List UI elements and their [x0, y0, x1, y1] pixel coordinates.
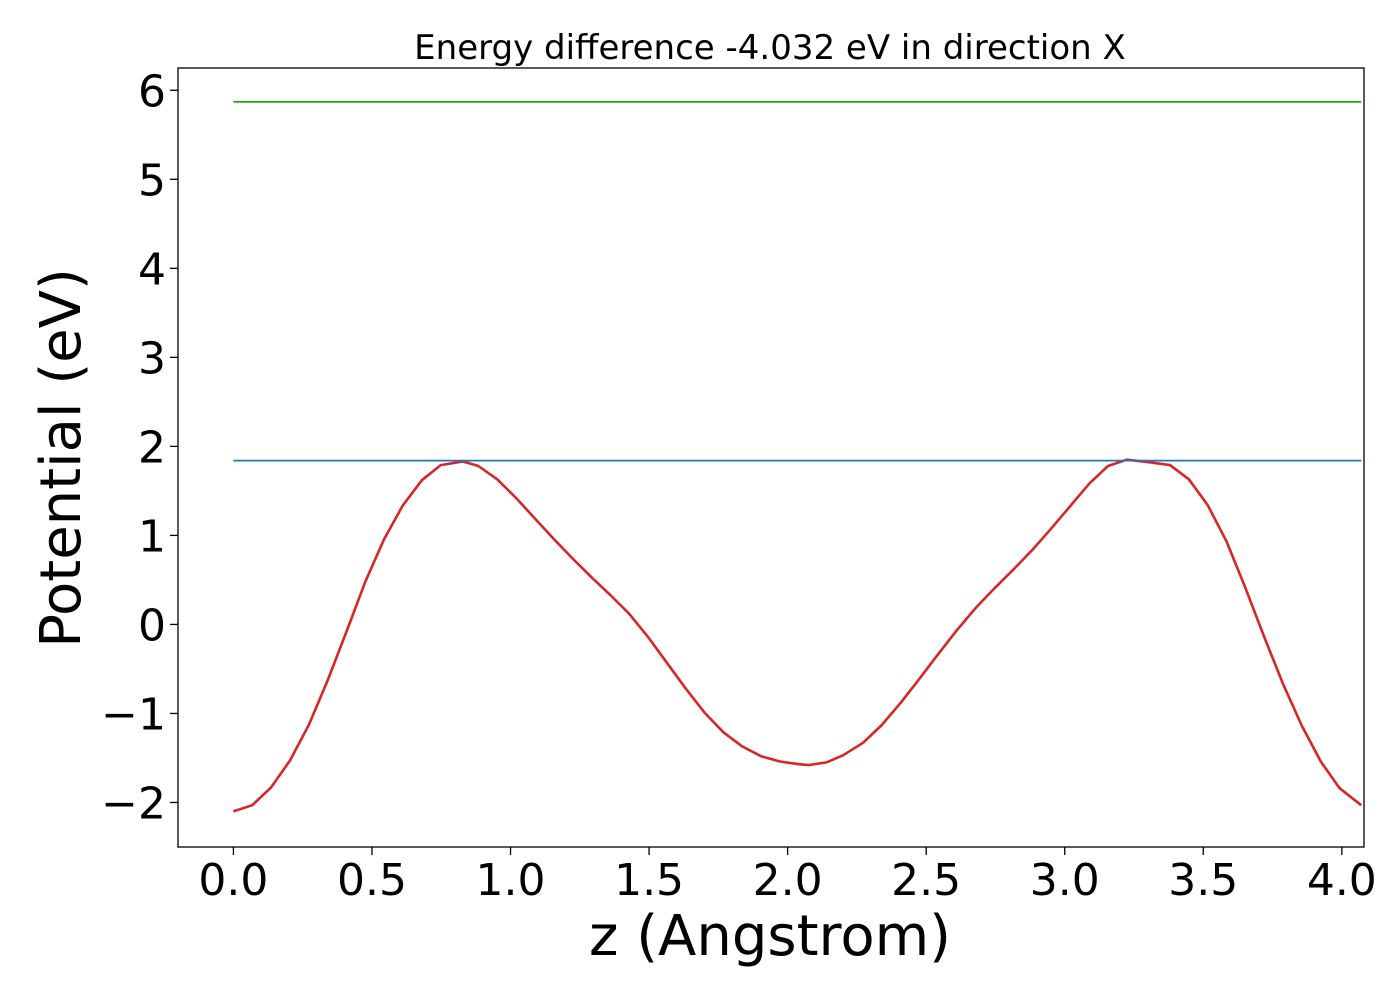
plot-area-frame: [177, 67, 1365, 848]
x-tick-label: 0.0: [198, 855, 268, 906]
y-axis-label: Potential (eV): [29, 268, 94, 648]
series-layer: [232, 100, 1363, 813]
y-tick-label: 4: [138, 244, 166, 295]
series-line-0: [232, 458, 1363, 813]
x-tick-label: 1.5: [614, 855, 684, 906]
x-tick-label: 1.0: [476, 855, 546, 906]
y-tick-label: 5: [138, 155, 166, 206]
y-tick-label: 0: [138, 600, 166, 651]
y-tick-label: −1: [101, 689, 166, 740]
x-tick-label: 2.5: [891, 855, 961, 906]
x-tick-label: 3.0: [1030, 855, 1100, 906]
x-tick-label: 0.5: [337, 855, 407, 906]
y-tick-label: 2: [138, 422, 166, 473]
y-tick-label: 3: [138, 333, 166, 384]
x-axis-label: z (Angstrom): [589, 904, 951, 969]
y-tick-label: 6: [138, 66, 166, 117]
x-axis-ticks: 0.0 0.5 1.0 1.5 2.0 2.5 3.0 3.5 4.0: [198, 847, 1377, 906]
y-tick-label: 1: [138, 511, 166, 562]
x-tick-label: 3.5: [1168, 855, 1238, 906]
x-tick-label: 2.0: [753, 855, 823, 906]
x-tick-label: 4.0: [1307, 855, 1377, 906]
chart-title: Energy difference -4.032 eV in direction…: [414, 28, 1126, 68]
y-tick-label: −2: [101, 778, 166, 829]
y-axis-ticks: −2 −1 0 1 2 3 4 5 6: [101, 66, 178, 829]
